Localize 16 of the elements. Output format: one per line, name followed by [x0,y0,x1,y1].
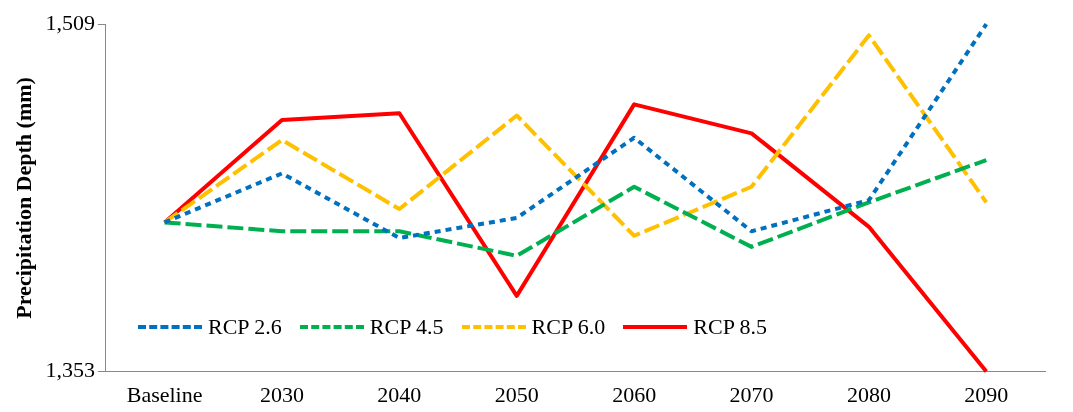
y-axis-title: Precipitation Depth (mm) [10,77,36,319]
x-tick-label: 2050 [494,381,539,407]
x-tick-label: 2030 [259,381,304,407]
x-tick-label: 2090 [964,381,1009,407]
x-tick-label: 2040 [377,381,422,407]
y-tick-label: 1,509 [45,9,95,35]
line-series [162,158,989,258]
x-tick-label: 2070 [729,381,774,407]
y-tick-label: 1,353 [45,357,95,383]
x-tick-label: 2060 [612,381,657,407]
x-tick-label: 2080 [846,381,891,407]
legend-label: RCP 8.5 [693,314,768,340]
legend-label: RCP 6.0 [531,314,606,340]
legend-label: RCP 2.6 [208,314,282,340]
legend-label: RCP 4.5 [369,314,444,340]
x-tick-label: Baseline [126,381,203,407]
